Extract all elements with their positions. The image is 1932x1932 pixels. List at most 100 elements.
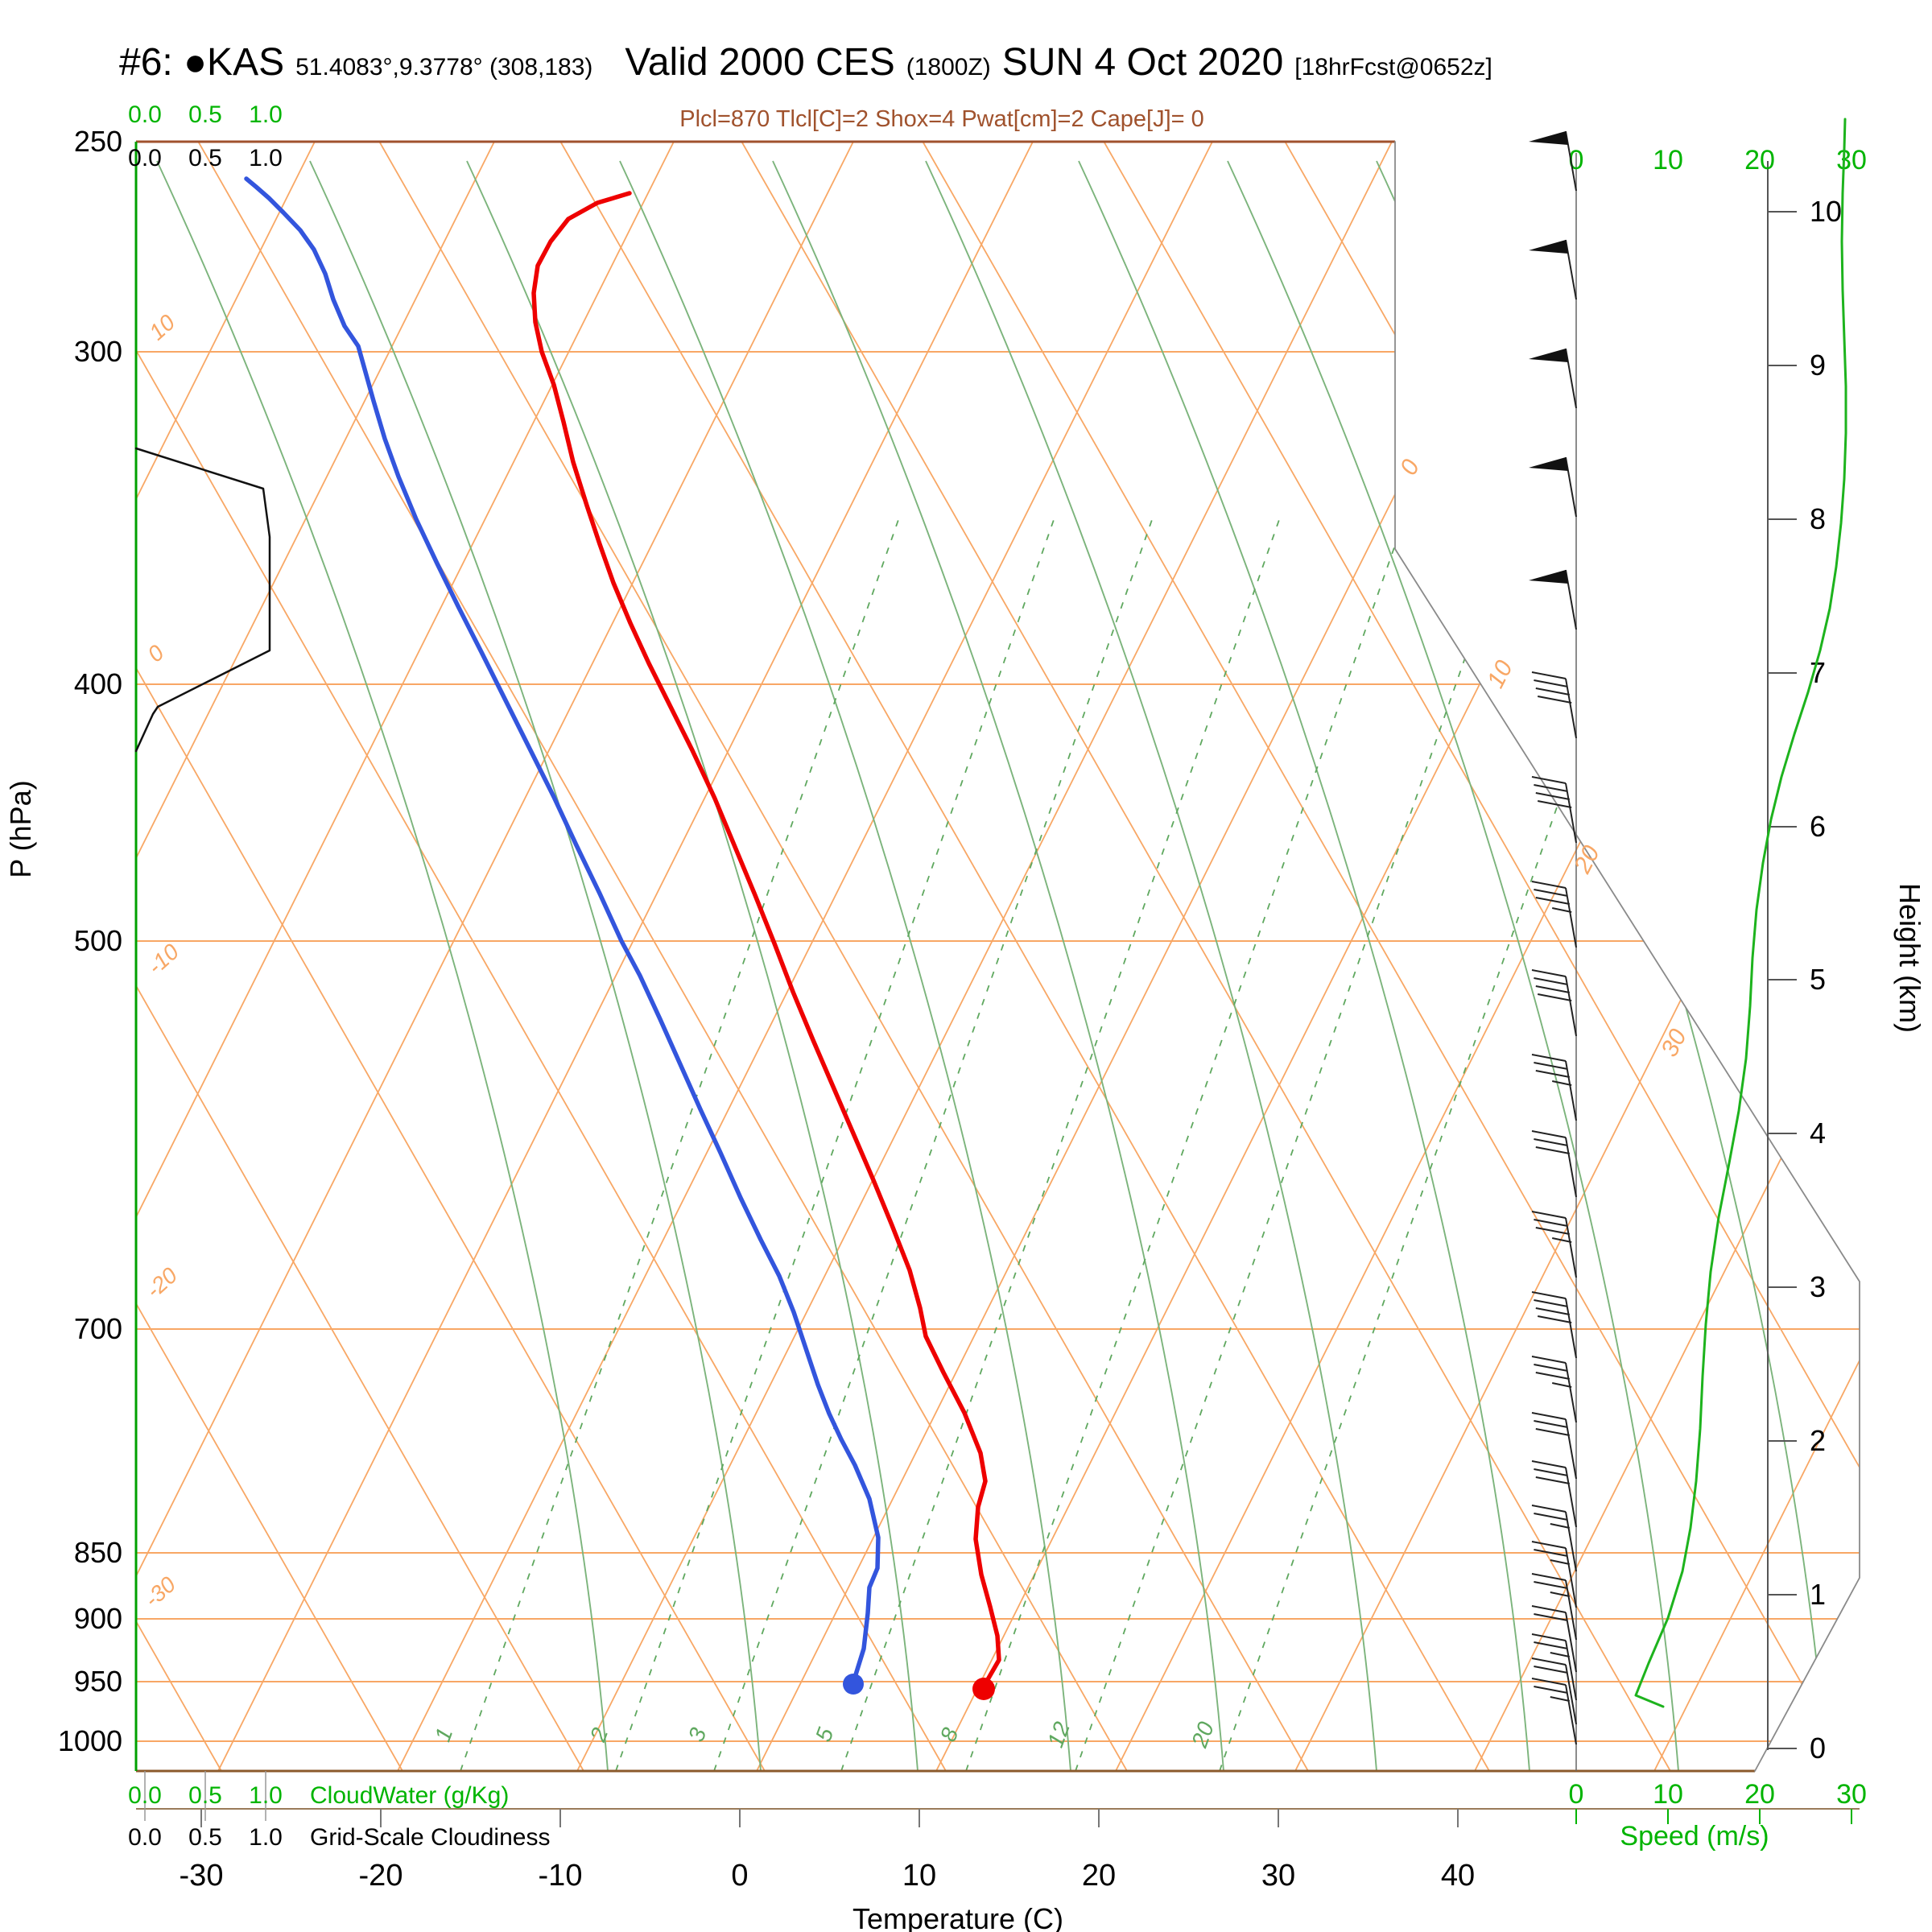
- wind-barb: [1531, 1211, 1577, 1278]
- isobar-lines: [136, 351, 1860, 1742]
- title-date: SUN 4 Oct 2020: [1001, 41, 1284, 84]
- wind-barb: [1531, 969, 1577, 1037]
- svg-text:30: 30: [1836, 145, 1867, 175]
- svg-text:0.5: 0.5: [188, 1824, 222, 1851]
- svg-text:-30: -30: [139, 1571, 180, 1612]
- wind-barb: [1529, 569, 1577, 630]
- svg-text:900: 900: [74, 1602, 122, 1635]
- svg-text:20: 20: [1187, 1718, 1219, 1751]
- wind-barb: [1531, 1356, 1577, 1423]
- axis-titles: P (hPa) Temperature (C) Height (km) Speed (…: [4, 780, 1926, 1932]
- svg-text:30: 30: [1836, 1779, 1867, 1810]
- wind-barb: [1529, 239, 1577, 300]
- svg-text:1.0: 1.0: [249, 145, 283, 171]
- height-axis: [1767, 161, 1797, 1750]
- svg-text:4: 4: [1810, 1117, 1826, 1150]
- svg-text:300: 300: [74, 335, 122, 368]
- wind-barb: [1531, 881, 1577, 948]
- wind-barb: [1531, 1412, 1577, 1480]
- svg-text:6: 6: [1810, 810, 1826, 843]
- stability-indices: Plcl=870 Tlcl[C]=2 Shox=4 Pwat[cm]=2 Cap…: [679, 106, 1204, 132]
- title-zulu: (1800Z): [906, 54, 991, 80]
- svg-text:850: 850: [74, 1536, 122, 1569]
- svg-text:-20: -20: [141, 1262, 182, 1302]
- wind-barbs: [1529, 130, 1577, 1745]
- svg-text:950: 950: [74, 1665, 122, 1698]
- wind-barb: [1529, 456, 1577, 518]
- dewpoint-curve: [244, 176, 881, 1685]
- skewt-grid: [136, 142, 1860, 1771]
- svg-text:10: 10: [1653, 1779, 1683, 1810]
- wind-barb: [1531, 1633, 1577, 1701]
- svg-text:3: 3: [1810, 1270, 1826, 1303]
- svg-text:0.5: 0.5: [188, 101, 222, 128]
- svg-text:250: 250: [74, 125, 122, 158]
- svg-text:0.0: 0.0: [128, 101, 162, 128]
- wind-barb: [1531, 1460, 1577, 1528]
- svg-text:500: 500: [74, 924, 122, 957]
- svg-text:1: 1: [1810, 1578, 1826, 1611]
- svg-text:8: 8: [1810, 502, 1826, 535]
- svg-text:Temperature (C): Temperature (C): [852, 1902, 1063, 1932]
- wind-barb: [1529, 348, 1577, 409]
- svg-text:0: 0: [1810, 1732, 1826, 1765]
- surface-dots: [843, 1674, 995, 1700]
- svg-text:0: 0: [1395, 455, 1425, 479]
- wind-barb: [1531, 1657, 1577, 1725]
- wind-barb: [1531, 1573, 1577, 1641]
- svg-text:0: 0: [142, 640, 169, 667]
- svg-text:30: 30: [1261, 1859, 1295, 1893]
- svg-text:700: 700: [74, 1312, 122, 1345]
- svg-text:10: 10: [1810, 195, 1842, 228]
- chart-title: #6: ●KAS 51.4083°,9.3778° (308,183) Vali…: [119, 40, 1914, 85]
- svg-text:10: 10: [902, 1859, 936, 1893]
- svg-text:-10: -10: [539, 1859, 583, 1893]
- dry-adiabat-lines: [136, 142, 1860, 1771]
- svg-text:1000: 1000: [58, 1724, 122, 1757]
- svg-text:7: 7: [1810, 656, 1826, 689]
- svg-text:10: 10: [144, 309, 180, 345]
- svg-text:10: 10: [1653, 145, 1683, 175]
- svg-text:400: 400: [74, 667, 122, 700]
- svg-text:0.0: 0.0: [128, 1824, 162, 1851]
- svg-text:1.0: 1.0: [249, 1824, 283, 1851]
- svg-text:30: 30: [1656, 1025, 1692, 1061]
- title-valid: Valid 2000 CES: [625, 41, 895, 84]
- wind-barb: [1529, 130, 1577, 192]
- svg-text:0.0: 0.0: [128, 145, 162, 171]
- svg-text:0: 0: [731, 1859, 748, 1893]
- svg-text:2: 2: [1810, 1424, 1826, 1457]
- svg-text:Grid-Scale Cloudiness: Grid-Scale Cloudiness: [310, 1824, 550, 1851]
- svg-text:40: 40: [1441, 1859, 1475, 1893]
- svg-text:0: 0: [1569, 1779, 1584, 1810]
- svg-text:12: 12: [1042, 1718, 1075, 1750]
- cloudiness-profile: [134, 447, 271, 753]
- wind-barb: [1531, 1505, 1577, 1572]
- svg-text:20: 20: [1744, 145, 1775, 175]
- wind-barb: [1531, 1054, 1577, 1121]
- svg-text:0.0: 0.0: [128, 1782, 162, 1809]
- svg-text:0.5: 0.5: [188, 1782, 222, 1809]
- wind-barb: [1531, 1130, 1577, 1198]
- wind-barb: [1531, 776, 1577, 844]
- plot-frame: [134, 140, 1860, 1773]
- svg-text:-30: -30: [180, 1859, 224, 1893]
- wind-barb: [1531, 1541, 1577, 1608]
- moist-adiabat-lines: [156, 160, 1828, 1771]
- svg-text:20: 20: [1082, 1859, 1116, 1893]
- title-forecast: [18hrFcst@0652z]: [1294, 54, 1492, 80]
- svg-text:9: 9: [1810, 349, 1826, 382]
- svg-text:20: 20: [1744, 1779, 1775, 1810]
- wind-barb: [1531, 671, 1577, 739]
- title-coords: 51.4083°,9.3778° (308,183): [295, 54, 593, 80]
- wind-barb: [1531, 1678, 1577, 1745]
- temperature-axis: [136, 1771, 1860, 1827]
- svg-text:Height (km): Height (km): [1893, 883, 1926, 1033]
- svg-text:CloudWater (g/Kg): CloudWater (g/Kg): [310, 1782, 509, 1809]
- temperature-curve: [531, 191, 1001, 1689]
- svg-text:1.0: 1.0: [249, 1782, 283, 1809]
- svg-text:10: 10: [1482, 656, 1518, 692]
